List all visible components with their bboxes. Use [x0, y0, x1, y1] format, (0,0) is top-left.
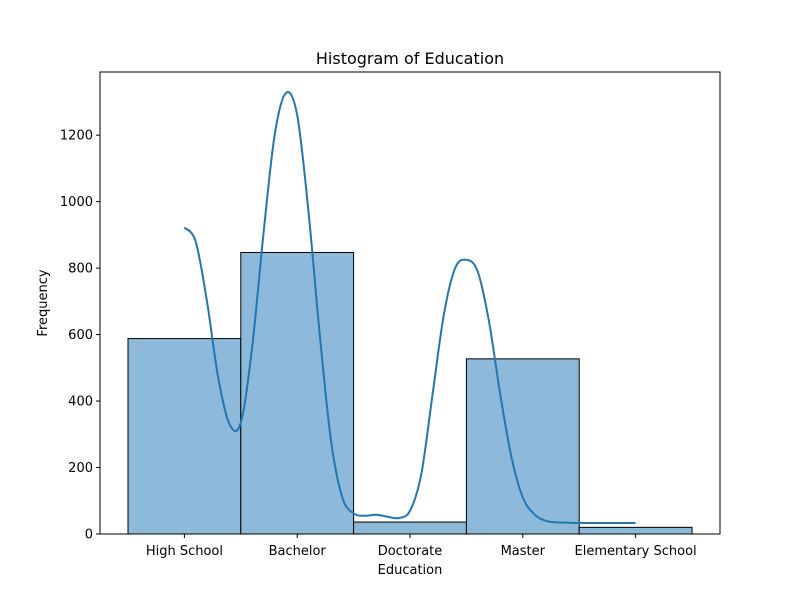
- bar-bachelor: [240, 251, 355, 535]
- x-tick-label: Elementary School: [575, 544, 697, 559]
- x-tick-label: High School: [146, 544, 223, 559]
- y-tick-label: 1200: [60, 129, 93, 144]
- y-tick-label: 200: [68, 461, 93, 476]
- kde-curve: [183, 91, 636, 525]
- x-tick-label: Master: [501, 544, 546, 559]
- x-axis-label: Education: [378, 563, 443, 578]
- bar-master: [465, 358, 580, 535]
- x-tick-label: Bachelor: [269, 544, 327, 559]
- bar-doctorate: [353, 521, 467, 535]
- y-tick-label: 0: [85, 528, 93, 543]
- y-tick-label: 600: [68, 328, 93, 343]
- bars-group: [127, 251, 693, 535]
- y-axis: 0 200 400 600 800 1000 1200: [60, 129, 100, 543]
- bar-high-school: [127, 338, 242, 535]
- chart-title: Histogram of Education: [316, 49, 504, 68]
- bar-elementary-school: [578, 526, 693, 535]
- y-tick-label: 400: [68, 395, 93, 410]
- y-tick-label: 800: [68, 262, 93, 277]
- y-axis-label: Frequency: [36, 269, 51, 336]
- y-tick-label: 1000: [60, 195, 93, 210]
- x-axis: High School Bachelor Doctorate Master Elemen…: [146, 534, 697, 559]
- x-tick-label: Doctorate: [378, 544, 443, 559]
